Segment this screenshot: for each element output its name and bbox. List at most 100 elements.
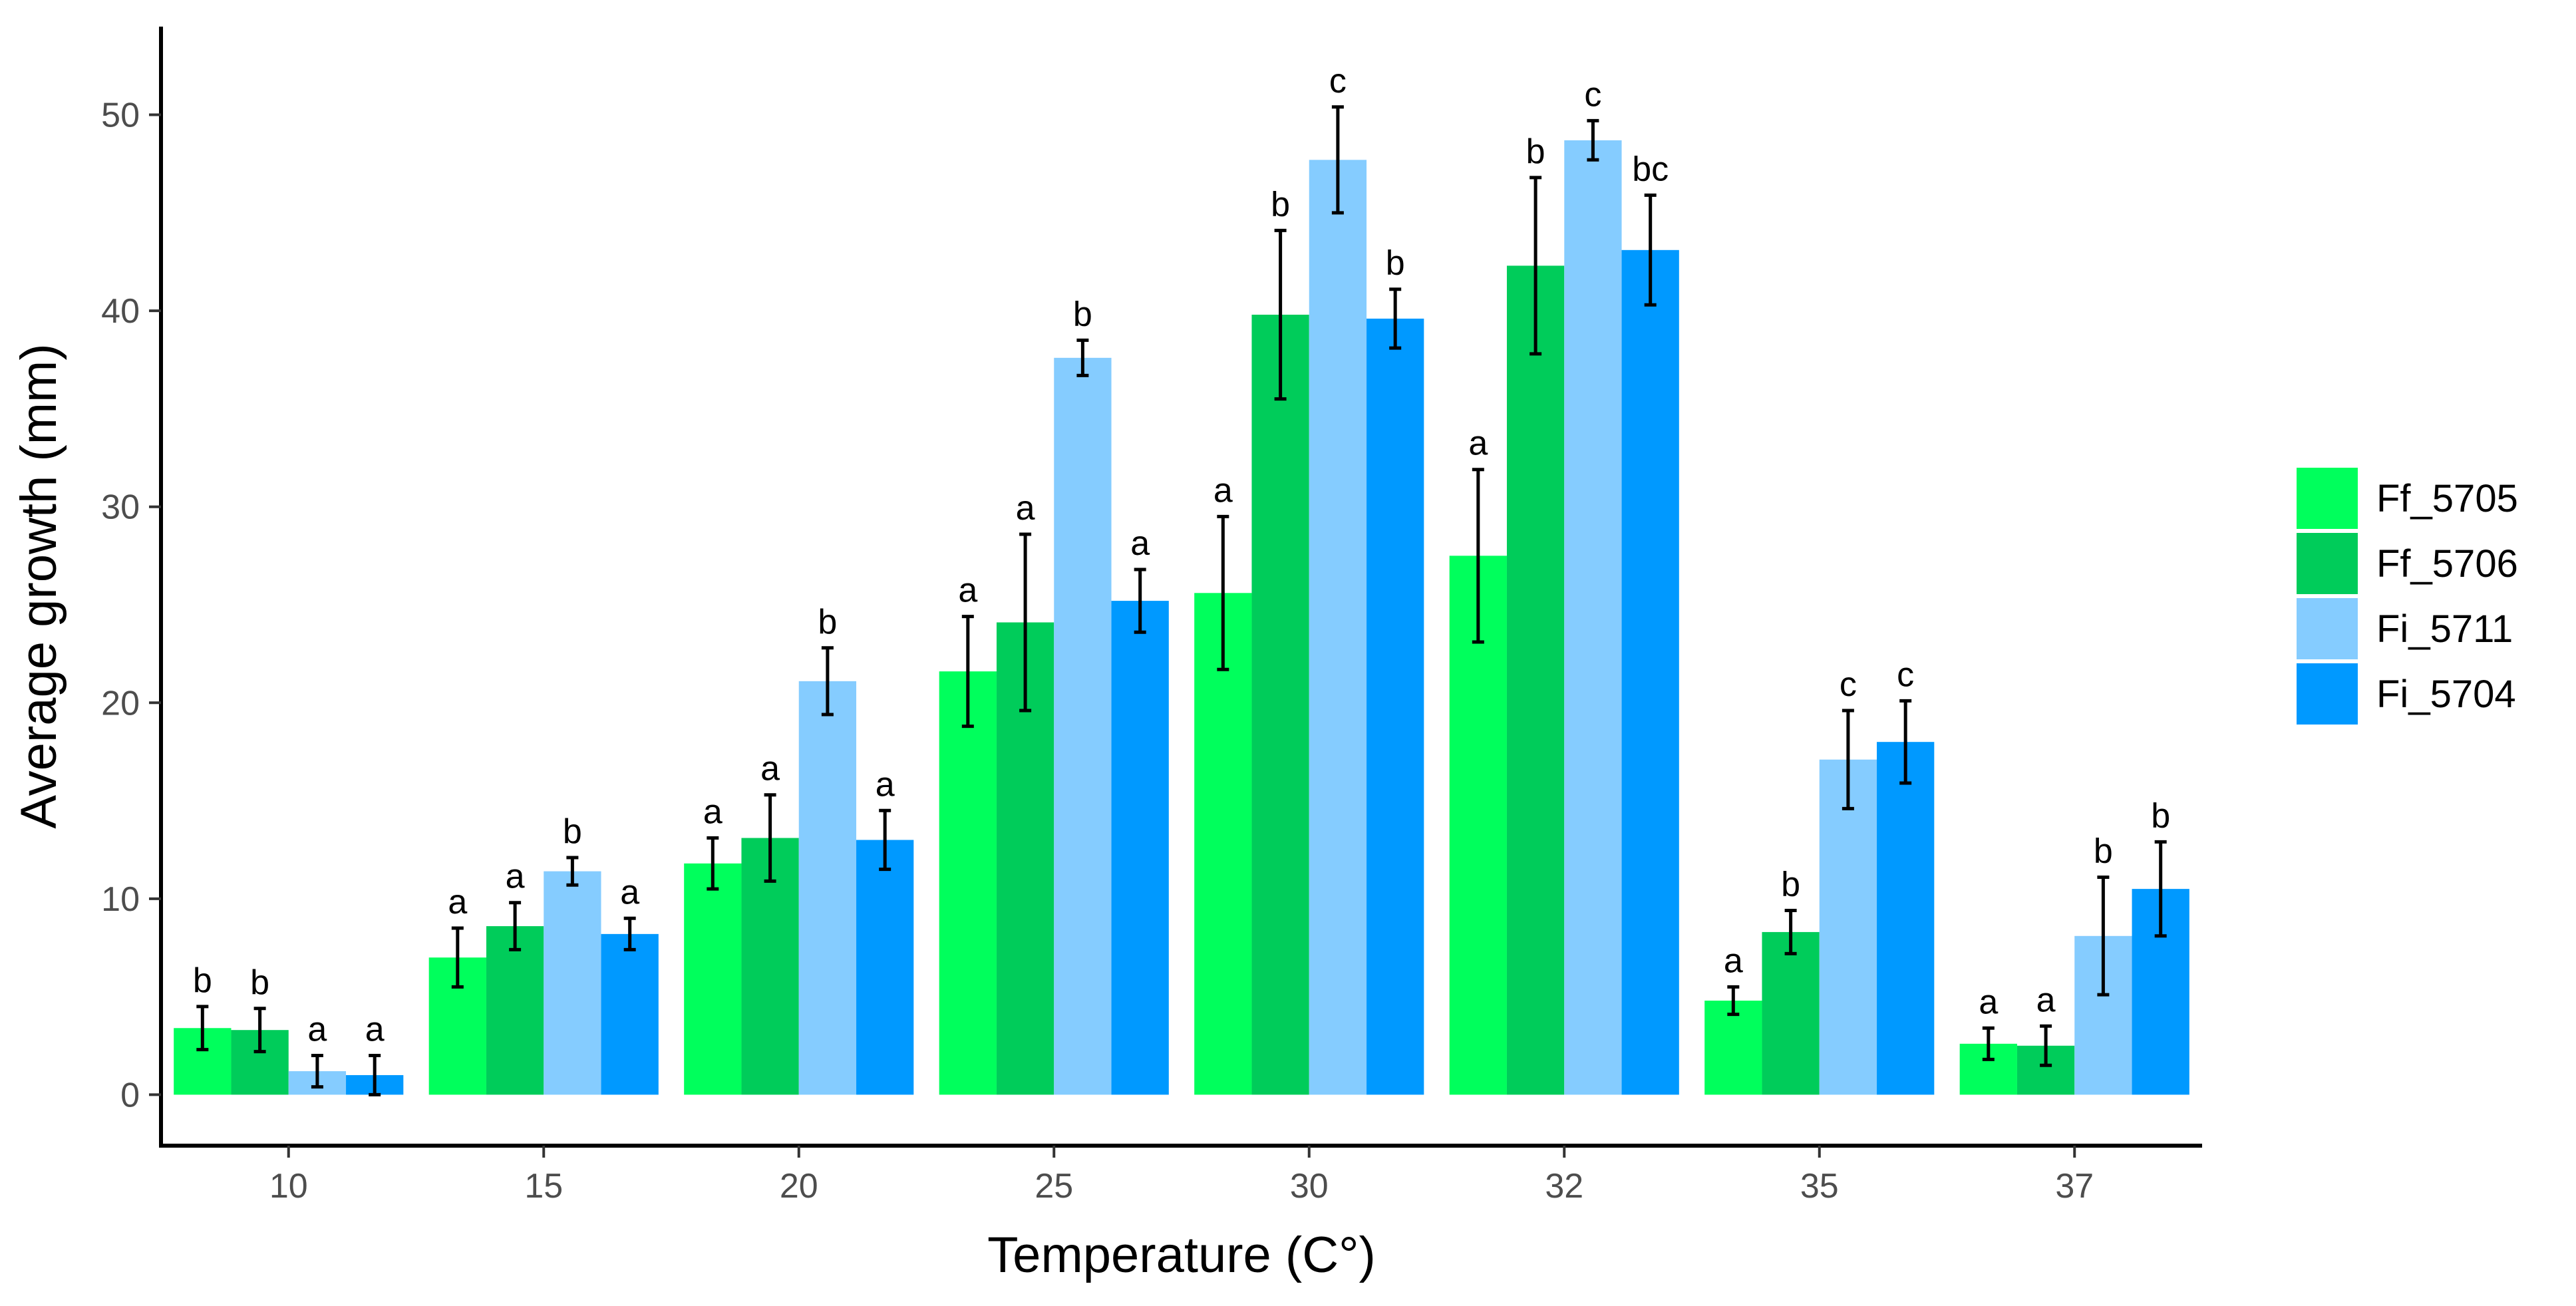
significance-label: b [2094, 832, 2113, 870]
significance-label: bc [1632, 150, 1669, 188]
bar-Fi_5711-20 [798, 681, 857, 1095]
significance-label: a [620, 873, 639, 911]
error-bar [1274, 228, 1287, 401]
significance-label: a [1724, 941, 1743, 980]
error-bar [253, 1007, 266, 1054]
significance-label: b [1073, 295, 1092, 333]
error-bar [369, 1053, 381, 1096]
error-bar [451, 926, 464, 989]
error-bar [1472, 468, 1484, 644]
error-bar [2097, 875, 2110, 997]
bar-Fi_5704-25 [1111, 601, 1169, 1095]
significance-label: c [1897, 655, 1914, 694]
x-tick-label: 10 [269, 1167, 308, 1206]
significance-label: b [2151, 796, 2170, 835]
bar-Fi_5711-32 [1564, 140, 1622, 1095]
significance-label: c [1584, 75, 1601, 114]
x-tick-label: 25 [1035, 1167, 1073, 1206]
significance-label: b [250, 963, 269, 1002]
error-bar [764, 793, 776, 883]
error-bar [1530, 176, 1542, 356]
error-bar [509, 901, 522, 951]
error-bar [1076, 338, 1089, 377]
y-tick-label: 30 [101, 488, 140, 527]
bar-Fi_5711-30 [1309, 160, 1367, 1095]
y-tick-label: 0 [120, 1076, 140, 1114]
bar-Ff_5706-32 [1506, 265, 1565, 1095]
error-bar [1587, 118, 1599, 162]
y-tick-label: 20 [101, 684, 140, 723]
legend-label: Ff_5705 [2376, 477, 2518, 520]
error-bar [1982, 1026, 1995, 1061]
y-tick-label: 10 [101, 880, 140, 919]
bar-Fi_5704-32 [1621, 249, 1679, 1095]
x-tick-label: 30 [1290, 1167, 1329, 1206]
legend-item-Fi_5704: Fi_5704 [2297, 663, 2516, 725]
error-bar [821, 646, 834, 717]
significance-label: b [563, 812, 582, 851]
x-tick-label: 20 [780, 1167, 818, 1206]
significance-label: b [193, 961, 212, 1000]
error-bar [1331, 105, 1344, 215]
significance-label: b [1271, 185, 1290, 224]
error-bar [311, 1053, 323, 1089]
error-bar [1134, 568, 1146, 634]
significance-label: a [1979, 983, 1998, 1021]
error-bar [879, 808, 891, 872]
error-bar [1727, 985, 1740, 1017]
error-bar [623, 916, 636, 951]
error-bar [196, 1005, 209, 1052]
significance-label: a [1213, 471, 1233, 510]
significance-label: a [307, 1010, 327, 1049]
bar-Ff_5706-30 [1251, 315, 1309, 1095]
significance-label: a [703, 793, 723, 832]
axes-layer: 0 10 20 30 40 50 10 15 20 25 30 32 35 37 [101, 27, 2202, 1206]
error-bar [1389, 287, 1402, 350]
significance-label: b [1781, 866, 1800, 904]
legend-label: Ff_5706 [2376, 542, 2518, 585]
bar-Fi_5704-30 [1367, 318, 1424, 1095]
bar-Fi_5711-15 [544, 871, 601, 1095]
error-bar [1784, 909, 1797, 955]
legend-item-Ff_5705: Ff_5705 [2297, 468, 2518, 529]
significance-label: b [818, 603, 837, 641]
legend-swatch [2297, 533, 2358, 594]
error-bar [1019, 532, 1032, 713]
error-bar [1899, 699, 1912, 785]
x-axis-title: Temperature (C°) [987, 1227, 1376, 1283]
x-tick-label: 32 [1545, 1167, 1583, 1206]
legend-swatch [2297, 663, 2358, 725]
bar-Fi_5704-35 [1877, 742, 1935, 1095]
bar-Ff_5705-30 [1194, 593, 1252, 1095]
bar-Ff_5706-35 [1762, 931, 1820, 1095]
legend: Ff_5705 Ff_5706 Fi_5711 Fi_5704 [2297, 468, 2518, 725]
y-tick-label: 50 [101, 96, 140, 135]
bar-Fi_5704-15 [601, 933, 659, 1095]
significance-label: a [1016, 489, 1035, 528]
significance-label: c [1329, 62, 1347, 100]
error-bar [1644, 193, 1657, 307]
significance-label: a [1130, 524, 1150, 563]
bar-Ff_5705-35 [1704, 1001, 1762, 1095]
significance-label: a [958, 571, 977, 610]
legend-item-Fi_5711: Fi_5711 [2297, 598, 2513, 659]
error-bar [2154, 840, 2167, 938]
significance-label: a [876, 765, 895, 804]
y-tick-label: 40 [101, 292, 140, 331]
significance-label: a [760, 750, 780, 788]
significance-label: a [448, 883, 467, 921]
error-bars-layer [196, 105, 2167, 1096]
significance-label: b [1386, 244, 1405, 283]
legend-swatch [2297, 468, 2358, 529]
x-tick-label: 35 [1800, 1167, 1839, 1206]
error-bar [961, 615, 974, 729]
bar-Fi_5711-25 [1054, 357, 1112, 1095]
error-bar [707, 836, 719, 891]
significance-label: a [506, 858, 525, 896]
significance-label: c [1840, 665, 1857, 704]
error-bar [566, 856, 579, 887]
bar-Ff_5705-20 [684, 863, 742, 1095]
legend-label: Fi_5711 [2376, 607, 2513, 651]
